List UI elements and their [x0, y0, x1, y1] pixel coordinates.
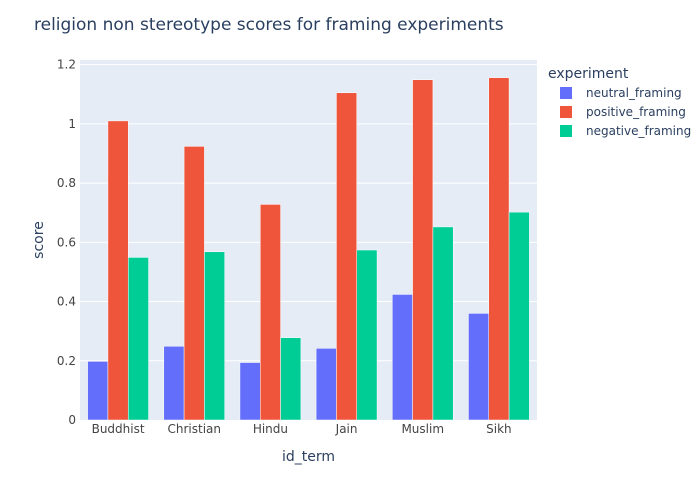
bar-negative_framing-buddhist[interactable]	[127, 257, 149, 421]
bar-negative_framing-muslim[interactable]	[432, 226, 454, 421]
x-tick-label: Christian	[167, 422, 221, 436]
x-tick-label: Jain	[335, 422, 358, 436]
legend-label: positive_framing	[586, 105, 686, 119]
bar-positive_framing-jain[interactable]	[336, 92, 357, 421]
bars[interactable]	[87, 77, 530, 421]
bar-negative_framing-sikh[interactable]	[508, 211, 530, 421]
bar-positive_framing-hindu[interactable]	[260, 204, 281, 421]
bar-positive_framing-muslim[interactable]	[412, 79, 434, 421]
y-tick-label: 1.2	[57, 58, 76, 72]
y-axis-title: score	[31, 221, 47, 259]
bar-negative_framing-hindu[interactable]	[280, 337, 302, 421]
x-tick-label: Buddhist	[92, 422, 145, 436]
y-axis-ticks: 0 0.2 0.4 0.6 0.8 1 1.2	[57, 58, 76, 427]
chart-title: religion non stereotype scores for frami…	[34, 15, 504, 35]
legend-items[interactable]: neutral_framing positive_framing negative_…	[560, 86, 691, 138]
x-axis-ticks: Buddhist Christian Hindu Jain Muslim Sikh	[92, 422, 512, 436]
legend-item-negative_framing[interactable]: negative_framing	[560, 124, 691, 138]
x-tick-label: Sikh	[486, 422, 512, 436]
legend-swatch	[560, 87, 572, 99]
y-tick-label: 0.4	[57, 295, 76, 309]
legend-item-positive_framing[interactable]: positive_framing	[560, 105, 686, 119]
bar-negative_framing-jain[interactable]	[356, 249, 378, 421]
y-tick-label: 1	[68, 117, 76, 131]
bar-positive_framing-buddhist[interactable]	[107, 120, 129, 421]
legend-label: neutral_framing	[586, 86, 682, 100]
bar-neutral_framing-hindu[interactable]	[239, 362, 261, 421]
bar-positive_framing-sikh[interactable]	[488, 77, 510, 421]
legend-swatch	[560, 125, 572, 137]
bar-positive_framing-christian[interactable]	[183, 146, 205, 421]
y-tick-label: 0.6	[57, 235, 76, 249]
legend: experiment neutral_framing positive_frami…	[548, 66, 691, 138]
bar-neutral_framing-jain[interactable]	[315, 348, 337, 421]
y-tick-label: 0.2	[57, 354, 76, 368]
legend-label: negative_framing	[586, 124, 691, 138]
legend-title: experiment	[548, 66, 629, 82]
y-tick-label: 0.8	[57, 176, 76, 190]
y-grid-lines	[80, 64, 537, 362]
bar-neutral_framing-christian[interactable]	[163, 346, 185, 421]
x-tick-label: Hindu	[253, 422, 288, 436]
legend-swatch	[560, 106, 572, 118]
y-tick-label: 0	[68, 413, 76, 427]
bar-neutral_framing-sikh[interactable]	[468, 313, 490, 421]
x-tick-label: Muslim	[401, 422, 444, 436]
plot-area	[80, 60, 537, 420]
bar-neutral_framing-buddhist[interactable]	[87, 361, 109, 421]
legend-item-neutral_framing[interactable]: neutral_framing	[560, 86, 682, 100]
x-axis-title: id_term	[282, 449, 335, 465]
bar-negative_framing-christian[interactable]	[204, 251, 225, 421]
bar-neutral_framing-muslim[interactable]	[392, 294, 413, 421]
